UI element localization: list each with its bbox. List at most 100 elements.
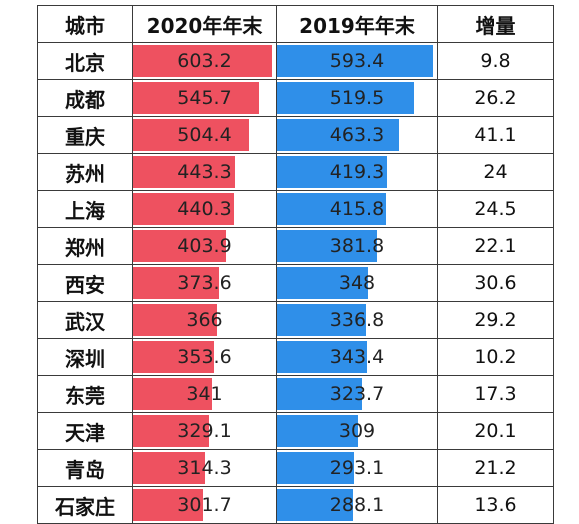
bar-y2020 <box>133 45 272 77</box>
table-row: 西安 373.6 348 30.6 <box>37 264 554 302</box>
value-cell-y2019: 381.8 <box>276 227 438 265</box>
value-cell-y2020: 366 <box>132 301 277 339</box>
city-name: 西安 <box>37 264 133 302</box>
table-row: 武汉 366 336.8 29.2 <box>37 301 554 339</box>
increase-value: 9.8 <box>437 42 554 80</box>
value-cell-y2020: 373.6 <box>132 264 277 302</box>
value-y2019: 419.3 <box>329 160 385 183</box>
city-name: 上海 <box>37 190 133 228</box>
value-cell-y2019: 288.1 <box>276 486 438 524</box>
bar-y2019 <box>277 119 399 151</box>
value-cell-y2020: 443.3 <box>132 153 277 191</box>
value-y2019: 593.4 <box>329 49 385 72</box>
value-y2019: 415.8 <box>329 197 385 220</box>
bar-y2020 <box>133 193 235 225</box>
value-y2020: 443.3 <box>177 160 232 183</box>
value-cell-y2019: 323.7 <box>276 375 438 413</box>
value-cell-y2020: 353.6 <box>132 338 277 376</box>
table-body: 北京 603.2 593.4 9.8 成都 545.7 519.5 26.2 重庆 504.4 46… <box>37 42 554 524</box>
table-row: 重庆 504.4 463.3 41.1 <box>37 116 554 154</box>
bar-y2019 <box>277 82 414 114</box>
value-y2020: 366 <box>186 308 223 331</box>
value-y2019: 348 <box>338 271 376 294</box>
bar-y2019 <box>277 45 433 77</box>
value-cell-y2019: 463.3 <box>276 116 438 154</box>
header-2020: 2020年年末 <box>132 5 277 43</box>
value-cell-y2020: 329.1 <box>132 412 277 450</box>
value-cell-y2020: 440.3 <box>132 190 277 228</box>
city-name: 重庆 <box>37 116 133 154</box>
city-name: 天津 <box>37 412 133 450</box>
header-city: 城市 <box>37 5 133 43</box>
bar-y2019 <box>277 230 378 262</box>
value-cell-y2020: 504.4 <box>132 116 277 154</box>
table-row: 石家庄 301.7 288.1 13.6 <box>37 486 554 524</box>
value-cell-y2019: 593.4 <box>276 42 438 80</box>
data-table: 城市 2020年年末 2019年年末 增量 北京 603.2 593.4 9.8 成都 5… <box>37 5 554 524</box>
header-row: 城市 2020年年末 2019年年末 增量 <box>37 5 554 43</box>
table-row: 青岛 314.3 293.1 21.2 <box>37 449 554 487</box>
city-name: 武汉 <box>37 301 133 339</box>
city-name: 深圳 <box>37 338 133 376</box>
bar-y2020 <box>133 267 220 299</box>
city-name: 东莞 <box>37 375 133 413</box>
value-cell-y2019: 415.8 <box>276 190 438 228</box>
bar-y2020 <box>133 378 212 410</box>
increase-value: 24 <box>437 153 554 191</box>
increase-value: 41.1 <box>437 116 554 154</box>
bar-y2020 <box>133 415 209 447</box>
increase-value: 10.2 <box>437 338 554 376</box>
value-cell-y2020: 403.9 <box>132 227 277 265</box>
table-row: 苏州 443.3 419.3 24 <box>37 153 554 191</box>
value-cell-y2019: 309 <box>276 412 438 450</box>
value-y2019: 336.8 <box>329 308 385 331</box>
increase-value: 13.6 <box>437 486 554 524</box>
value-y2020: 314.3 <box>177 456 232 479</box>
bar-y2020 <box>133 230 227 262</box>
value-y2019: 293.1 <box>329 456 385 479</box>
bar-y2019 <box>277 378 363 410</box>
value-cell-y2020: 603.2 <box>132 42 277 80</box>
city-name: 成都 <box>37 79 133 117</box>
bar-y2019 <box>277 193 387 225</box>
value-cell-y2019: 419.3 <box>276 153 438 191</box>
bar-y2020 <box>133 304 218 336</box>
value-cell-y2019: 293.1 <box>276 449 438 487</box>
value-y2020: 373.6 <box>177 271 232 294</box>
table-row: 郑州 403.9 381.8 22.1 <box>37 227 554 265</box>
increase-value: 30.6 <box>437 264 554 302</box>
value-y2019: 463.3 <box>329 123 385 146</box>
header-2019: 2019年年末 <box>276 5 438 43</box>
city-name: 青岛 <box>37 449 133 487</box>
bar-y2020 <box>133 156 236 188</box>
value-y2020: 603.2 <box>177 49 232 72</box>
value-y2020: 329.1 <box>177 419 232 442</box>
value-y2020: 440.3 <box>177 197 232 220</box>
value-y2020: 403.9 <box>177 234 232 257</box>
increase-value: 21.2 <box>437 449 554 487</box>
increase-value: 29.2 <box>437 301 554 339</box>
value-y2019: 309 <box>338 419 376 442</box>
value-y2019: 288.1 <box>329 493 385 516</box>
value-cell-y2019: 336.8 <box>276 301 438 339</box>
value-cell-y2020: 314.3 <box>132 449 277 487</box>
value-cell-y2019: 348 <box>276 264 438 302</box>
value-y2020: 341 <box>186 382 223 405</box>
value-y2020: 504.4 <box>177 123 232 146</box>
value-cell-y2020: 301.7 <box>132 486 277 524</box>
table-row: 深圳 353.6 343.4 10.2 <box>37 338 554 376</box>
value-cell-y2020: 545.7 <box>132 79 277 117</box>
bar-y2019 <box>277 452 355 484</box>
increase-value: 20.1 <box>437 412 554 450</box>
table-row: 上海 440.3 415.8 24.5 <box>37 190 554 228</box>
table-row: 东莞 341 323.7 17.3 <box>37 375 554 413</box>
value-y2019: 381.8 <box>329 234 385 257</box>
city-name: 石家庄 <box>37 486 133 524</box>
value-y2020: 301.7 <box>177 493 232 516</box>
value-y2019: 519.5 <box>329 86 385 109</box>
table-row: 成都 545.7 519.5 26.2 <box>37 79 554 117</box>
value-y2020: 353.6 <box>177 345 232 368</box>
table-row: 天津 329.1 309 20.1 <box>37 412 554 450</box>
bar-y2019 <box>277 415 359 447</box>
increase-value: 22.1 <box>437 227 554 265</box>
